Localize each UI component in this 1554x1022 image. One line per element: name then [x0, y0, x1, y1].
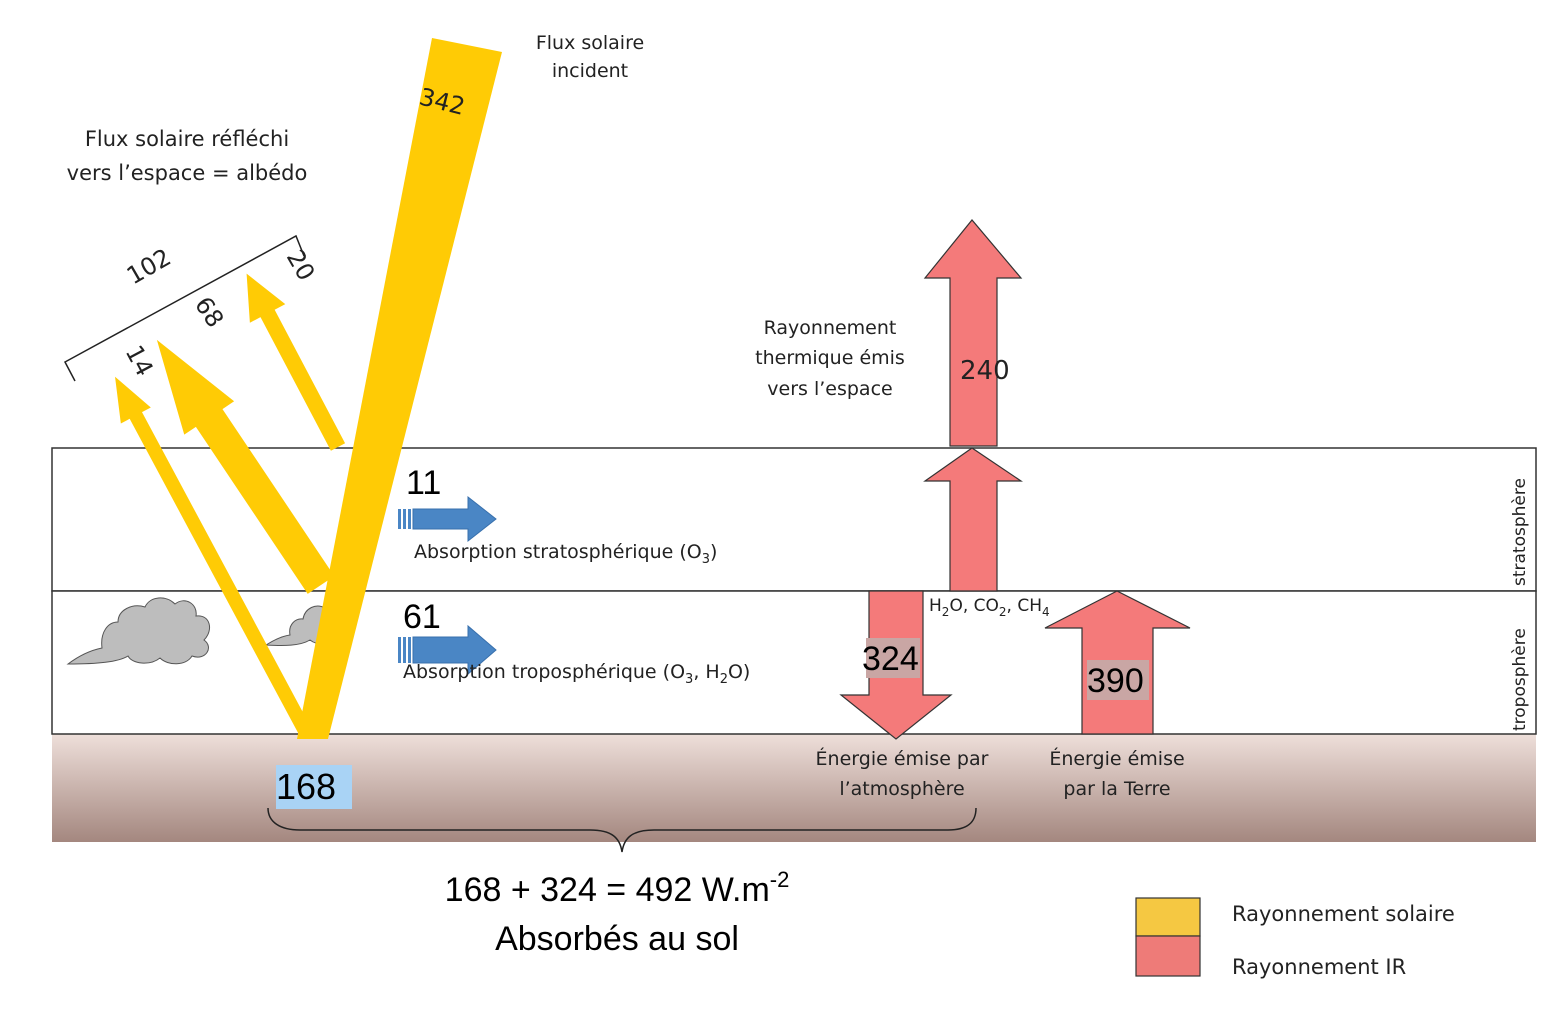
- sum-line2: Absorbés au sol: [495, 920, 739, 958]
- thermal-title-line2: thermique émis: [755, 347, 905, 369]
- trop-absorbed-value: 61: [403, 598, 441, 636]
- reflected-title-line1: Flux solaire réfléchi: [85, 127, 289, 151]
- thermal-title-line3: vers l’espace: [767, 378, 892, 400]
- reflected-atmo-arrow: [246, 273, 346, 451]
- thermal-space-arrow-bottom: [923, 447, 1023, 592]
- legend-ir-label: Rayonnement IR: [1232, 955, 1406, 979]
- incident-solar-beam: [297, 38, 502, 739]
- reflected-atmo-value: 20: [281, 245, 321, 285]
- sum-line: 168 + 324 = 492 W.m-2: [445, 867, 790, 909]
- legend-solar-swatch: [1135, 897, 1201, 937]
- ground: [52, 734, 1536, 842]
- atm-down-highlight: [866, 638, 920, 678]
- earth-emitted-line2: par la Terre: [1063, 778, 1170, 800]
- reflected-clouds-value: 68: [189, 292, 229, 333]
- earth-up-highlight: [1087, 660, 1149, 700]
- reflected-surface-arrow: [115, 376, 312, 735]
- stratosphere-label: stratosphère: [1510, 478, 1530, 586]
- ground-absorbed-highlight: [276, 765, 352, 809]
- reflected-clouds-arrow: [156, 339, 335, 594]
- sum-brace: [267, 807, 977, 853]
- earth-up-value: 390: [1087, 662, 1144, 700]
- troposphere-label: troposphère: [1510, 628, 1530, 731]
- greenhouse-gases-label: H2O, CO2, CH4: [929, 596, 1050, 619]
- earth-emitted-line1: Énergie émise: [1049, 747, 1184, 770]
- strat-absorption-arrow: [398, 495, 497, 543]
- legend-solar-label: Rayonnement solaire: [1232, 902, 1455, 926]
- reflected-surface-value: 14: [120, 341, 159, 381]
- strat-absorption-label: Absorption stratosphérique (O3): [414, 541, 717, 567]
- albedo-bracket: [63, 234, 305, 382]
- incident-title-line1: Flux solaire: [536, 32, 644, 54]
- incident-title-line2: incident: [552, 60, 628, 82]
- trop-absorption-arrow: [398, 624, 497, 676]
- thermal-space-arrow-top: [923, 219, 1023, 447]
- atm-down-value: 324: [862, 640, 919, 678]
- reflected-title-line2: vers l’espace = albédo: [67, 161, 308, 185]
- atm-emitted-line2: l’atmosphère: [839, 778, 964, 800]
- legend-ir-swatch: [1135, 935, 1201, 977]
- ground-absorbed-value: 168: [276, 766, 336, 807]
- reflected-total-value: 102: [122, 243, 176, 290]
- atm-emitted-line1: Énergie émise par: [816, 747, 989, 770]
- thermal-title-line1: Rayonnement: [764, 317, 897, 339]
- cloud-left: [66, 597, 211, 665]
- trop-absorption-label: Absorption troposphérique (O3, H2O): [403, 661, 750, 687]
- thermal-space-value: 240: [960, 356, 1010, 386]
- strat-absorbed-value: 11: [406, 464, 441, 502]
